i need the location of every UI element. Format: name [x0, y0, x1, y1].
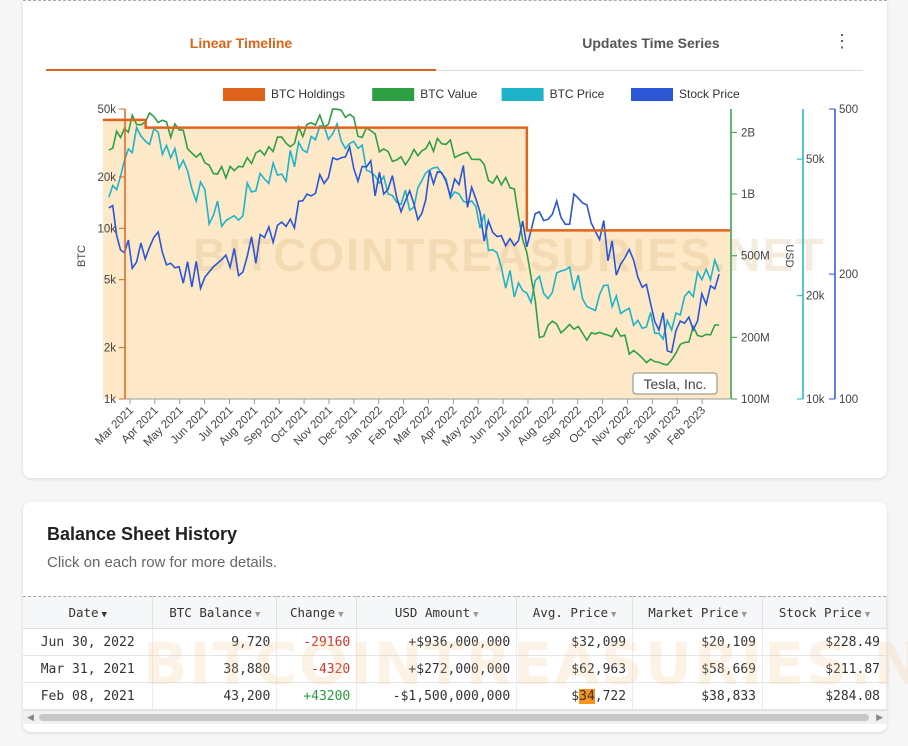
change-cell: -29160 — [276, 628, 358, 656]
column-header-usd-amount[interactable]: USD Amount ▼ — [356, 596, 518, 629]
sort-chevron-icon: ▼ — [101, 610, 107, 620]
usd-axis-tick-label: 200M — [741, 332, 770, 344]
stock-price-cell: $211.87 — [762, 655, 887, 683]
column-header-date[interactable]: Date ▼ — [23, 596, 154, 629]
left-axis-tick-label: 10k — [97, 223, 116, 235]
left-axis-tick-label: 50k — [97, 104, 116, 116]
column-label: Date — [68, 605, 99, 620]
scroll-right-icon[interactable]: ▶ — [876, 712, 883, 722]
column-label: Market Price — [648, 605, 739, 620]
legend-label: Stock Price — [679, 87, 740, 101]
column-header-change[interactable]: Change ▼ — [276, 596, 358, 629]
usd-axis-tick-label: 1B — [741, 189, 755, 201]
btc-balance-cell: 38,880 — [152, 655, 278, 683]
usd-axis-tick-label: 500M — [741, 251, 770, 263]
horizontal-scrollbar[interactable]: ◀ ▶ — [23, 710, 887, 724]
market-price-cell: $20,109 — [632, 628, 764, 656]
column-label: USD Amount — [394, 605, 471, 620]
left-axis-tick-label: 5k — [104, 275, 116, 287]
btc-balance-cell: 9,720 — [152, 628, 278, 656]
left-axis-tick-label: 20k — [97, 172, 116, 184]
table-header: Date ▼ BTC Balance ▼ Change ▼ USD Amount ▼ Avg. … — [23, 596, 887, 629]
column-header-stock-price[interactable]: Stock Price ▼ — [762, 596, 887, 629]
usd-amount-cell: +$936,000,000 — [356, 628, 518, 656]
stock-price-cell: $284.08 — [762, 682, 887, 710]
table-row[interactable]: Feb 08, 2021 43,200 +43200 -$1,500,000,000 $… — [23, 682, 887, 710]
left-axis-tick-label: 2k — [104, 343, 116, 355]
btc-price-axis-tick-label: 50k — [806, 154, 825, 166]
tab-linear-timeline[interactable]: Linear Timeline — [46, 23, 436, 71]
date-cell: Mar 31, 2021 — [23, 655, 154, 683]
btc-value-line — [108, 108, 720, 366]
market-price-cell: $58,669 — [632, 655, 764, 683]
legend-swatch — [631, 88, 673, 101]
column-label: Avg. Price — [532, 605, 609, 620]
section-subtitle: Click on each row for more details. — [47, 554, 278, 571]
stock-axis-tick-label: 500 — [839, 104, 858, 116]
btc-holdings-line — [103, 118, 730, 232]
stock-price-cell: $228.49 — [762, 628, 887, 656]
market-price-cell: $38,833 — [632, 682, 764, 710]
btc-balance-cell: 43,200 — [152, 682, 278, 710]
table-row[interactable]: Jun 30, 2022 9,720 -29160 +$936,000,000 $32,… — [23, 628, 887, 656]
sort-chevron-icon: ▼ — [611, 610, 617, 620]
scroll-left-icon[interactable]: ◀ — [27, 712, 34, 722]
balance-sheet-card: Balance Sheet History Click on each row … — [23, 502, 908, 732]
column-label: Stock Price — [778, 605, 862, 620]
legend-swatch — [372, 88, 415, 101]
legend-label: BTC Value — [420, 87, 477, 101]
btc-price-axis-tick-label: 20k — [806, 291, 825, 303]
sort-chevron-icon: ▼ — [255, 610, 261, 620]
chart-watermark: BITCOINTREASURIES.NET — [193, 229, 825, 281]
company-label-box — [632, 372, 718, 395]
stock-price-line — [108, 144, 720, 354]
company-label: Tesla, Inc. — [643, 376, 706, 392]
stock-axis-tick-label: 100 — [839, 394, 858, 406]
column-header-market-price[interactable]: Market Price ▼ — [632, 596, 764, 629]
sort-chevron-icon: ▼ — [741, 610, 747, 620]
sort-chevron-icon: ▼ — [864, 610, 871, 620]
usd-axis-tick-label: 2B — [741, 127, 755, 139]
stock-axis-tick-label: 200 — [839, 269, 858, 281]
date-cell: Jun 30, 2022 — [23, 628, 154, 656]
usd-amount-cell: +$272,000,000 — [356, 655, 518, 683]
usd-amount-cell: -$1,500,000,000 — [356, 682, 518, 710]
column-header-btc-balance[interactable]: BTC Balance ▼ — [152, 596, 278, 629]
section-title: Balance Sheet History — [47, 524, 238, 544]
left-axis-title: BTC — [76, 245, 88, 267]
column-label: Change — [290, 605, 336, 620]
date-cell: Feb 08, 2021 — [23, 682, 154, 710]
usd-axis-title: USD — [783, 244, 795, 267]
avg-price-cell: $32,099 — [516, 628, 634, 656]
chart-card: Linear Timeline Updates Time Series ⋮ BT… — [23, 0, 887, 478]
change-cell: -4320 — [276, 655, 358, 683]
legend-label: BTC Holdings — [271, 87, 345, 101]
chart-tabs: Linear Timeline Updates Time Series — [46, 23, 863, 71]
legend-label: BTC Price — [550, 87, 605, 101]
sort-chevron-icon: ▼ — [338, 610, 344, 620]
more-menu-icon[interactable]: ⋮ — [833, 31, 851, 51]
column-label: BTC Balance — [169, 605, 253, 620]
tab-updates-time-series[interactable]: Updates Time Series — [582, 35, 720, 51]
change-cell: +43200 — [276, 682, 358, 710]
legend-swatch — [223, 88, 265, 101]
balance-table: Date ▼ BTC Balance ▼ Change ▼ USD Amount ▼ Avg. … — [23, 596, 887, 710]
usd-axis-tick-label: 100M — [741, 394, 770, 406]
legend-swatch — [501, 88, 544, 101]
avg-price-cell: $34,722 — [516, 682, 634, 710]
sort-chevron-icon: ▼ — [473, 610, 479, 620]
table-row[interactable]: Mar 31, 2021 38,880 -4320 +$272,000,000 $62,… — [23, 655, 887, 683]
btc-price-axis-tick-label: 10k — [806, 394, 825, 406]
left-axis-tick-label: 1k — [104, 394, 116, 406]
btc-chart: BTC Holdings BTC Value BTC Price Stock Pric… — [76, 87, 858, 449]
avg-price-cell: $62,963 — [516, 655, 634, 683]
scrollbar-thumb[interactable] — [39, 714, 869, 721]
column-header-avg-price[interactable]: Avg. Price ▼ — [516, 596, 634, 629]
